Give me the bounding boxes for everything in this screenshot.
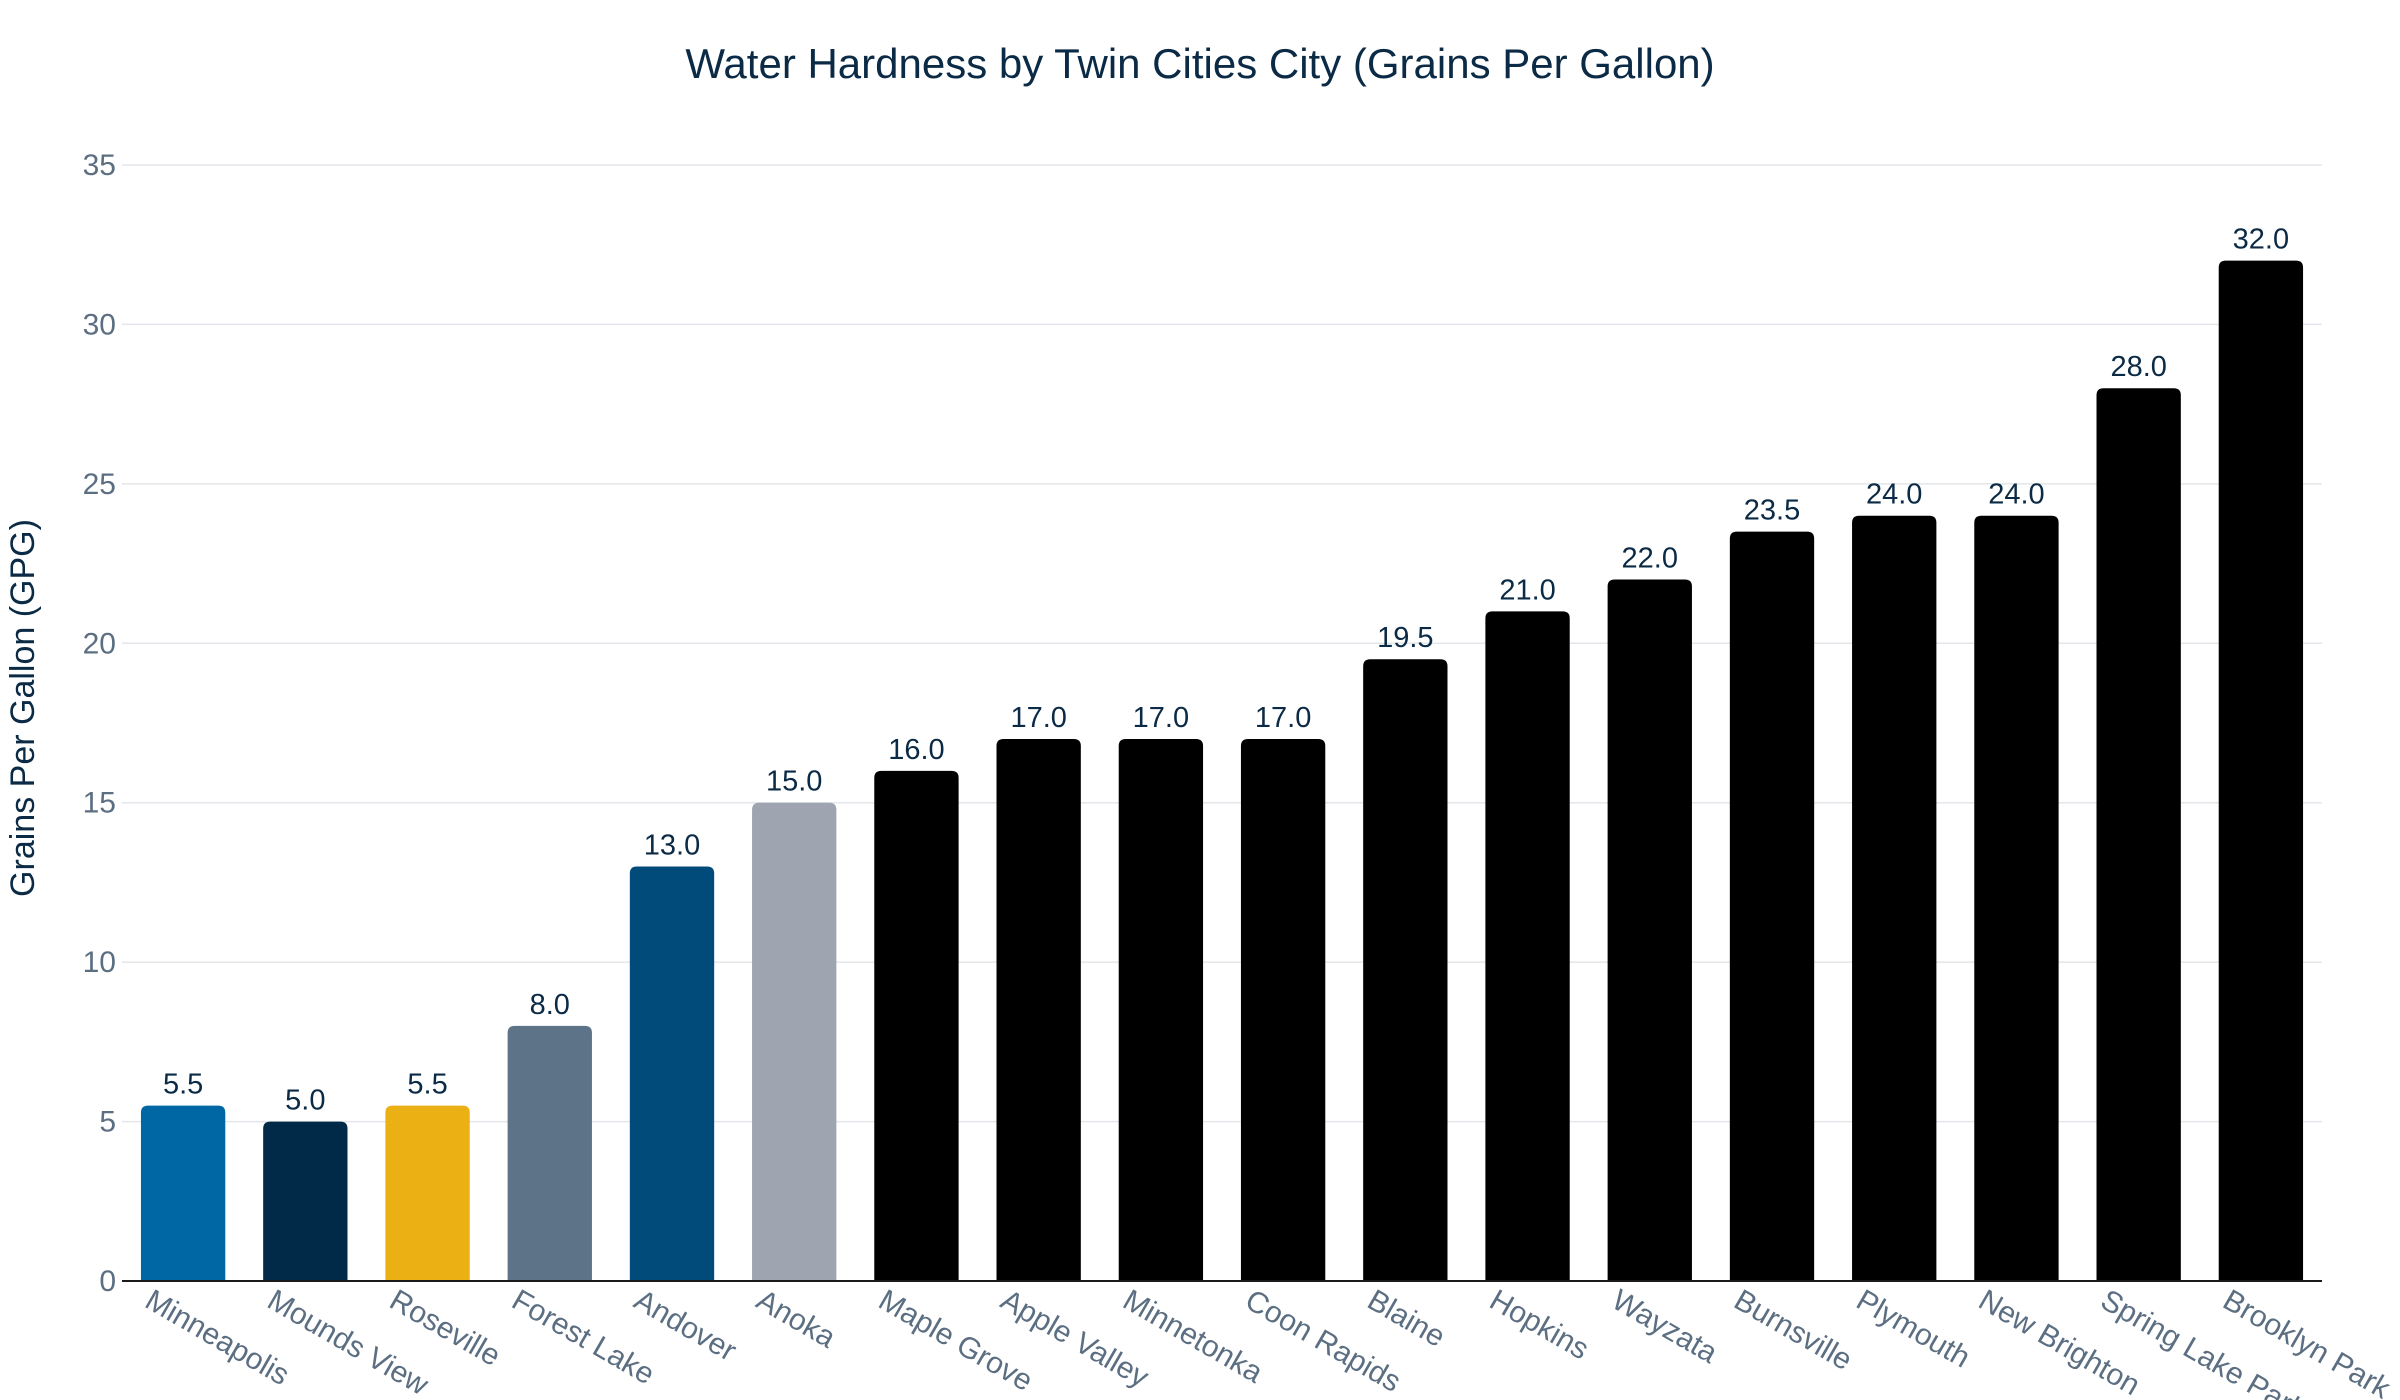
y-tick-label: 30: [83, 308, 116, 341]
gridlines: [122, 164, 2322, 1123]
bar: [507, 1025, 592, 1281]
bar: [2218, 260, 2304, 1282]
x-tick-label: Anoka: [751, 1283, 841, 1354]
bar: [2096, 388, 2181, 1281]
x-tick-label: Plymouth: [1851, 1283, 1976, 1374]
bar: [752, 802, 837, 1281]
data-label: 13.0: [644, 829, 700, 861]
bar: [1485, 611, 1570, 1281]
bar: [1118, 738, 1204, 1281]
x-tick-label: Blaine: [1362, 1283, 1451, 1353]
data-label: 16.0: [888, 734, 944, 766]
data-label: 8.0: [530, 989, 570, 1021]
chart-title: Water Hardness by Twin Cities City (Grai…: [685, 40, 1714, 87]
bar: [1729, 531, 1815, 1281]
bar: [385, 1105, 470, 1281]
y-tick-label: 0: [99, 1265, 116, 1298]
data-label: 32.0: [2233, 224, 2289, 256]
data-label: 17.0: [1133, 702, 1189, 734]
data-label: 5.0: [285, 1085, 325, 1117]
x-tick-label: Hopkins: [1484, 1283, 1594, 1366]
bar: [629, 866, 715, 1281]
bar: [874, 770, 959, 1281]
data-label: 5.5: [407, 1069, 447, 1101]
data-label: 15.0: [766, 766, 822, 798]
data-label: 21.0: [1499, 574, 1555, 606]
data-label: 24.0: [1988, 479, 2044, 511]
bar: [140, 1105, 226, 1281]
y-tick-label: 35: [83, 149, 116, 182]
y-tick-label: 5: [99, 1106, 116, 1139]
bars: [140, 260, 2304, 1282]
data-labels: 5.5 5.0 5.5 8.0 13.0 15.0 16.0 17.0 17.0 17.0 19.5…: [163, 224, 2289, 1117]
x-tick-label: Wayzata: [1606, 1283, 1723, 1370]
data-label: 5.5: [163, 1069, 203, 1101]
bar: [1240, 738, 1326, 1281]
y-tick-label: 15: [83, 787, 116, 820]
y-axis-ticks: 0 5 10 15 20 25 30 35: [83, 149, 116, 1298]
bar: [1852, 515, 1937, 1281]
y-tick-label: 10: [83, 946, 116, 979]
y-axis-label: Grains Per Gallon (GPG): [4, 519, 42, 897]
data-label: 19.5: [1377, 622, 1433, 654]
bar: [1974, 515, 2059, 1281]
bar: [1363, 659, 1448, 1281]
data-label: 17.0: [1255, 702, 1311, 734]
y-tick-label: 20: [83, 627, 116, 660]
data-label: 17.0: [1010, 702, 1066, 734]
x-tick-label: Burnsville: [1729, 1283, 1858, 1377]
y-tick-label: 25: [83, 468, 116, 501]
data-label: 24.0: [1866, 479, 1922, 511]
data-label: 23.5: [1744, 495, 1800, 527]
data-label: 22.0: [1622, 543, 1678, 575]
bar: [996, 738, 1081, 1281]
bar: [1607, 579, 1692, 1281]
bar: [263, 1121, 348, 1281]
data-label: 28.0: [2110, 351, 2166, 383]
